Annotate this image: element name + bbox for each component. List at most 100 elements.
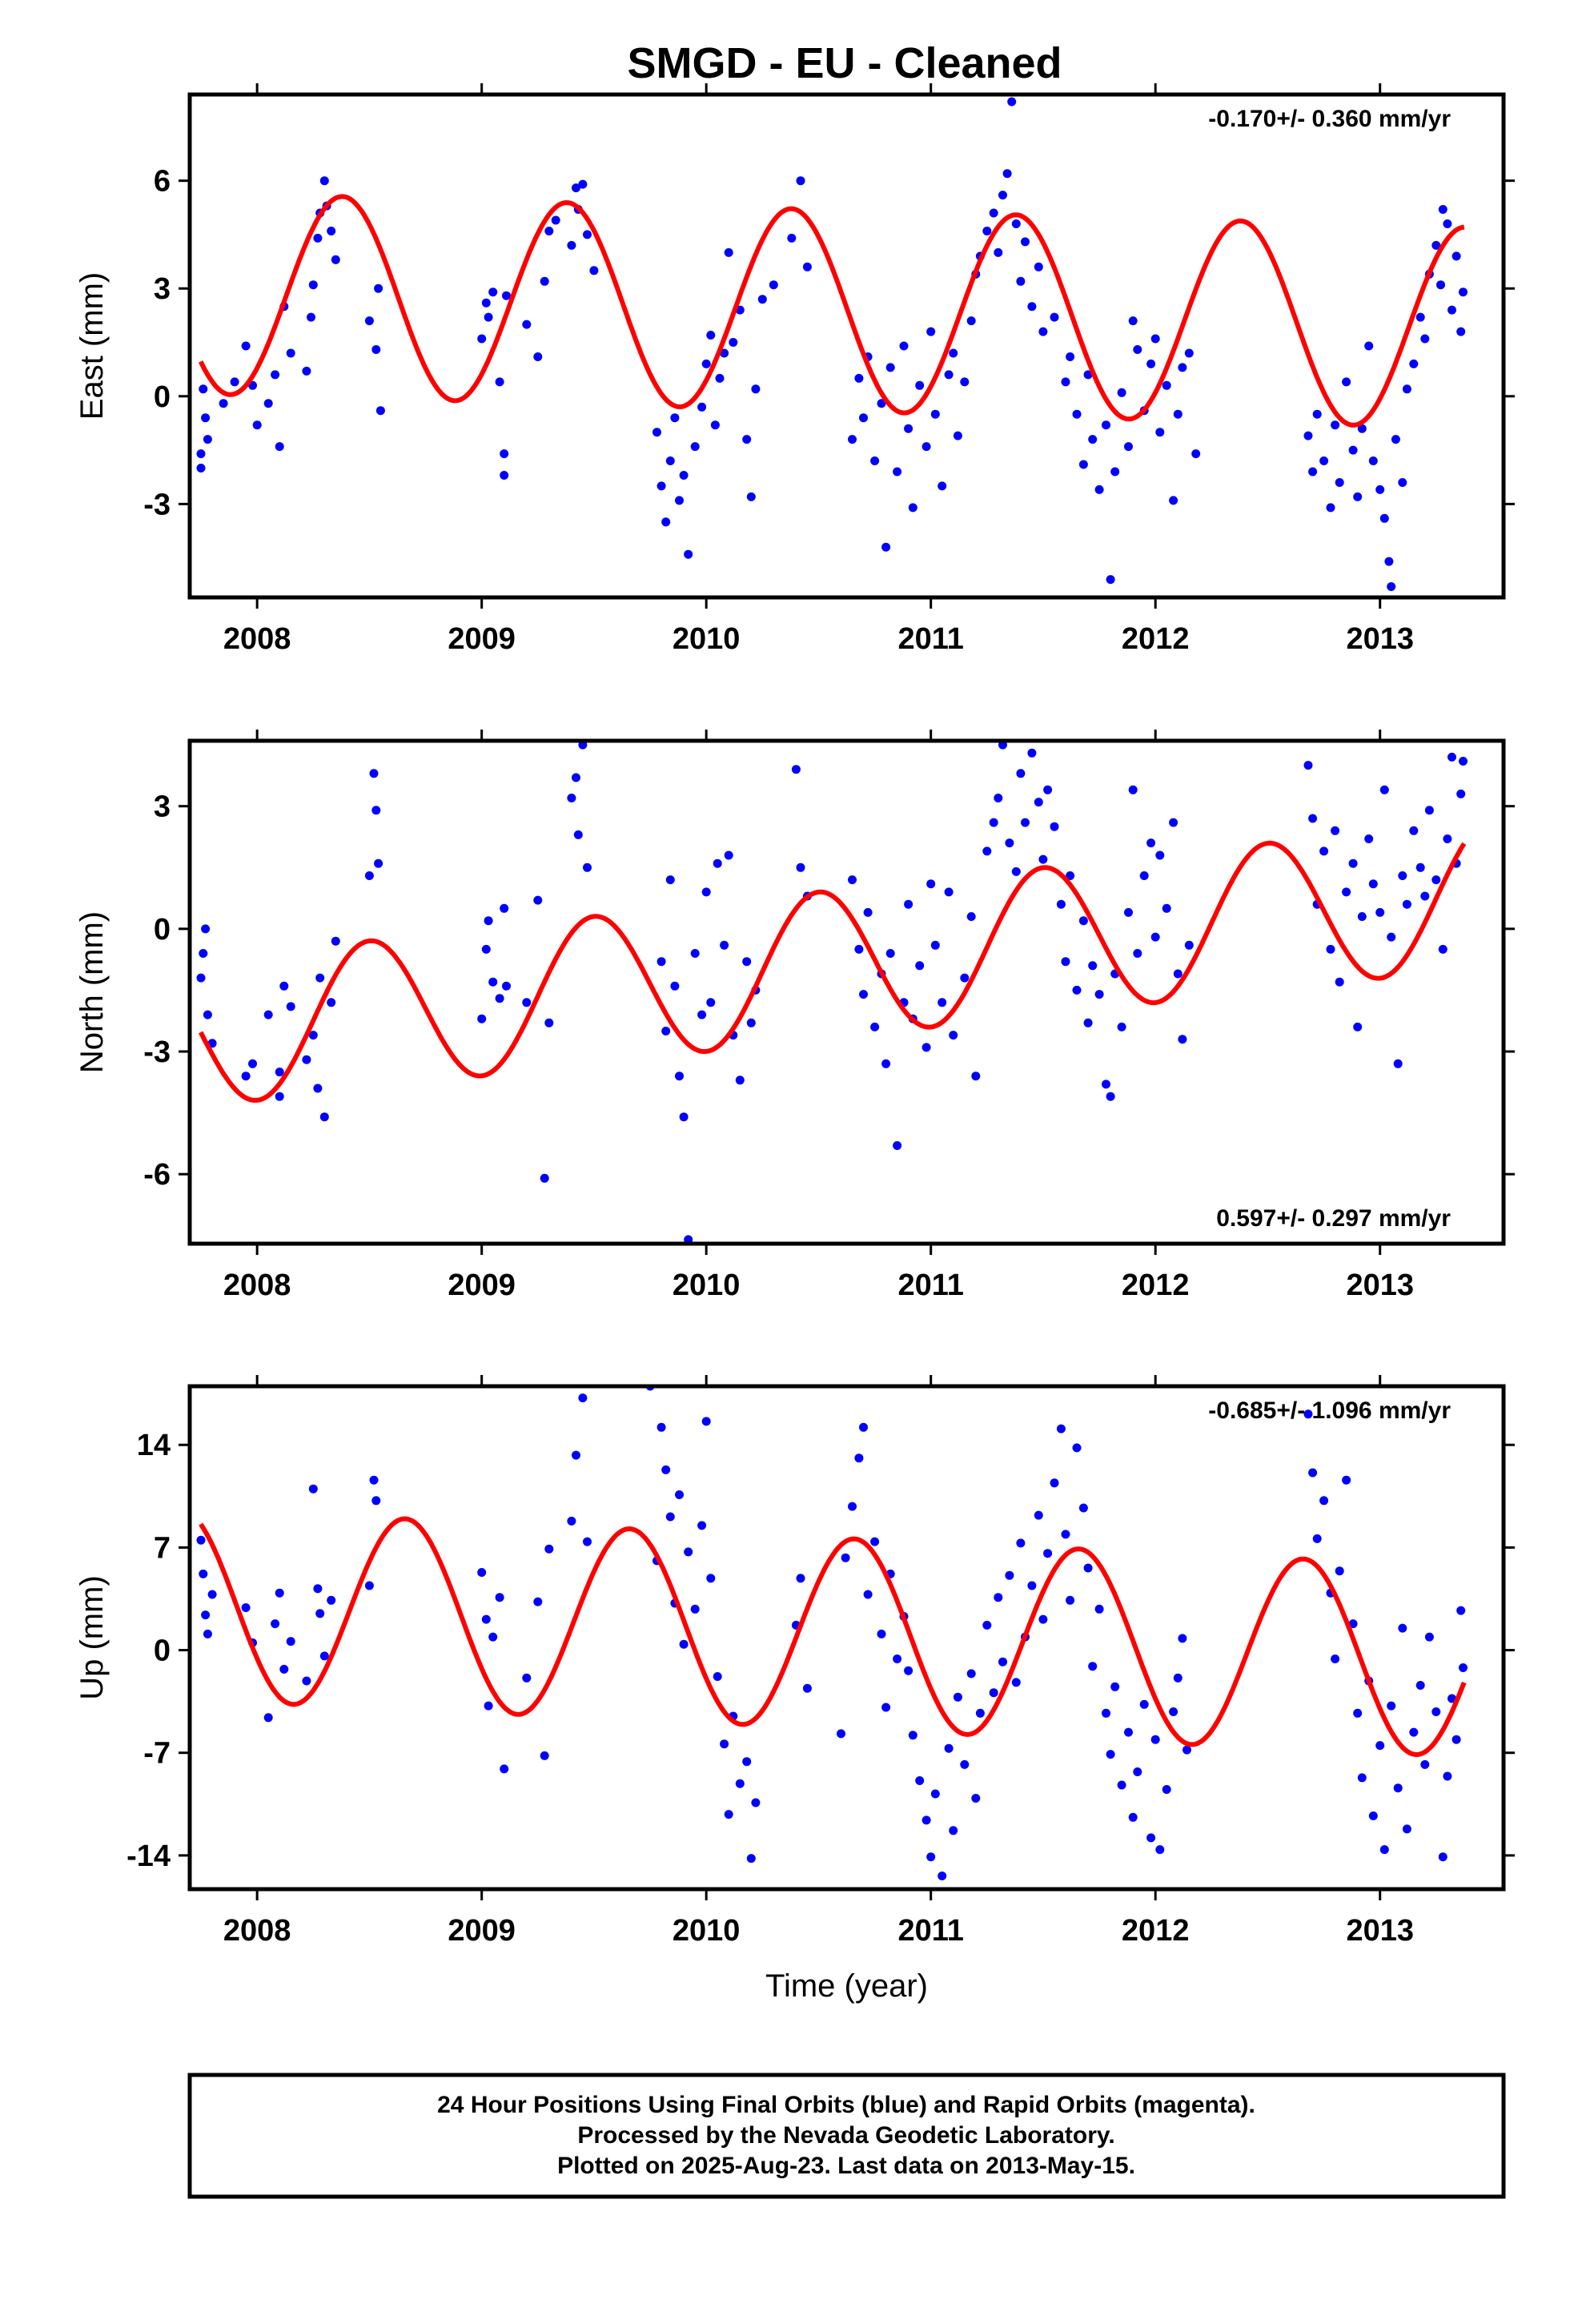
east-x-tick-label: 2012 bbox=[1122, 622, 1190, 656]
east-data-point bbox=[769, 280, 778, 290]
east-data-point bbox=[1078, 460, 1088, 469]
north-data-point bbox=[1398, 871, 1407, 880]
north-data-point bbox=[1027, 748, 1037, 758]
east-x-tick-label: 2011 bbox=[897, 622, 963, 656]
north-data-point bbox=[989, 818, 998, 827]
north-data-point bbox=[1146, 838, 1156, 848]
up-data-point bbox=[1072, 1443, 1082, 1453]
north-data-point bbox=[495, 994, 504, 1003]
north-data-point bbox=[286, 1002, 295, 1011]
east-data-point bbox=[1066, 352, 1075, 361]
east-data-point bbox=[589, 266, 599, 275]
up-data-point bbox=[275, 1588, 284, 1598]
east-data-point bbox=[1061, 377, 1070, 387]
east-data-point bbox=[665, 456, 675, 465]
north-data-point bbox=[904, 899, 913, 909]
north-data-point bbox=[573, 830, 583, 839]
north-data-point bbox=[1034, 798, 1043, 807]
north-data-point bbox=[1335, 977, 1344, 987]
up-data-point bbox=[371, 1496, 381, 1506]
north-rate-label: 0.597+/- 0.297 mm/yr bbox=[1216, 1205, 1451, 1232]
north-data-point bbox=[1438, 944, 1447, 954]
up-data-point bbox=[1066, 1595, 1075, 1605]
east-data-point bbox=[271, 370, 280, 380]
up-data-point bbox=[960, 1759, 970, 1769]
east-data-point bbox=[1178, 363, 1187, 372]
north-data-point bbox=[863, 907, 873, 917]
north-data-point bbox=[1066, 871, 1075, 880]
east-data-point bbox=[1007, 97, 1017, 107]
east-data-point bbox=[926, 327, 936, 336]
east-data-point bbox=[1342, 377, 1351, 387]
north-data-point bbox=[1078, 916, 1088, 926]
east-data-point bbox=[286, 348, 295, 358]
up-data-point bbox=[1128, 1812, 1138, 1822]
up-data-point bbox=[859, 1422, 868, 1432]
north-data-point bbox=[199, 949, 208, 958]
footer-frame bbox=[187, 2073, 1506, 2199]
east-data-point bbox=[989, 208, 998, 218]
up-data-point bbox=[848, 1502, 857, 1511]
east-data-point bbox=[1402, 384, 1411, 394]
east-data-point bbox=[729, 338, 738, 347]
north-data-point bbox=[1393, 1059, 1403, 1068]
up-plot-area bbox=[190, 1386, 1504, 1889]
north-data-point bbox=[1094, 990, 1104, 999]
east-data-point bbox=[701, 359, 711, 368]
east-data-point bbox=[484, 312, 493, 322]
east-data-point bbox=[371, 345, 381, 354]
east-data-point bbox=[1150, 334, 1160, 344]
up-data-point bbox=[893, 1655, 902, 1663]
north-data-point bbox=[746, 1018, 756, 1027]
north-plot-area bbox=[190, 741, 1504, 1244]
north-data-point bbox=[870, 1022, 880, 1031]
east-data-point bbox=[1038, 327, 1048, 336]
north-x-tick-label: 2013 bbox=[1346, 1269, 1414, 1302]
north-data-point bbox=[926, 879, 936, 889]
north-data-point bbox=[275, 1092, 284, 1101]
up-data-point bbox=[994, 1593, 1003, 1602]
east-data-point bbox=[1072, 409, 1082, 419]
north-panel: 2008 2009 2010 2011 2012 2013 -6 -3 0 3 North (mm)… bbox=[74, 730, 1515, 1302]
north-data-point bbox=[1303, 761, 1313, 770]
east-data-point bbox=[263, 399, 273, 408]
up-data-point bbox=[1146, 1833, 1156, 1843]
north-data-point bbox=[488, 977, 498, 987]
east-data-point bbox=[1438, 205, 1447, 214]
east-data-point bbox=[715, 373, 725, 383]
north-data-point bbox=[477, 1014, 487, 1023]
east-data-point bbox=[1308, 467, 1318, 476]
up-data-point bbox=[735, 1779, 745, 1788]
east-data-point bbox=[252, 420, 262, 430]
up-data-point bbox=[982, 1620, 992, 1630]
up-data-point bbox=[966, 1669, 976, 1679]
up-data-point bbox=[975, 1708, 985, 1718]
up-panel: 2008 2009 2010 2011 2012 2013 -14 -7 0 7 14 Up (mm)… bbox=[74, 1375, 1515, 2004]
east-frame bbox=[187, 92, 1506, 600]
north-data-point bbox=[854, 944, 864, 954]
north-data-point bbox=[670, 981, 680, 991]
east-data-point bbox=[893, 467, 902, 476]
up-data-point bbox=[567, 1516, 576, 1526]
up-data-point bbox=[1319, 1496, 1329, 1506]
east-data-point bbox=[533, 352, 543, 361]
east-data-point bbox=[690, 442, 700, 452]
north-data-point bbox=[1072, 985, 1082, 995]
up-data-point bbox=[1420, 1759, 1430, 1769]
north-data-point bbox=[522, 998, 532, 1007]
north-data-point bbox=[921, 1043, 931, 1052]
up-data-point bbox=[971, 1794, 981, 1803]
up-data-point bbox=[701, 1417, 711, 1426]
up-data-point bbox=[1155, 1845, 1165, 1855]
up-data-point bbox=[199, 1569, 208, 1578]
north-data-point bbox=[1106, 1092, 1115, 1101]
east-data-point bbox=[1331, 420, 1340, 430]
up-data-point bbox=[1133, 1767, 1142, 1776]
east-data-point bbox=[495, 377, 504, 387]
north-data-point bbox=[1342, 887, 1351, 897]
up-data-point bbox=[746, 1854, 756, 1864]
up-data-point bbox=[1050, 1478, 1059, 1488]
up-data-point bbox=[1459, 1663, 1468, 1672]
east-data-point bbox=[960, 377, 970, 387]
up-data-point bbox=[302, 1676, 311, 1686]
